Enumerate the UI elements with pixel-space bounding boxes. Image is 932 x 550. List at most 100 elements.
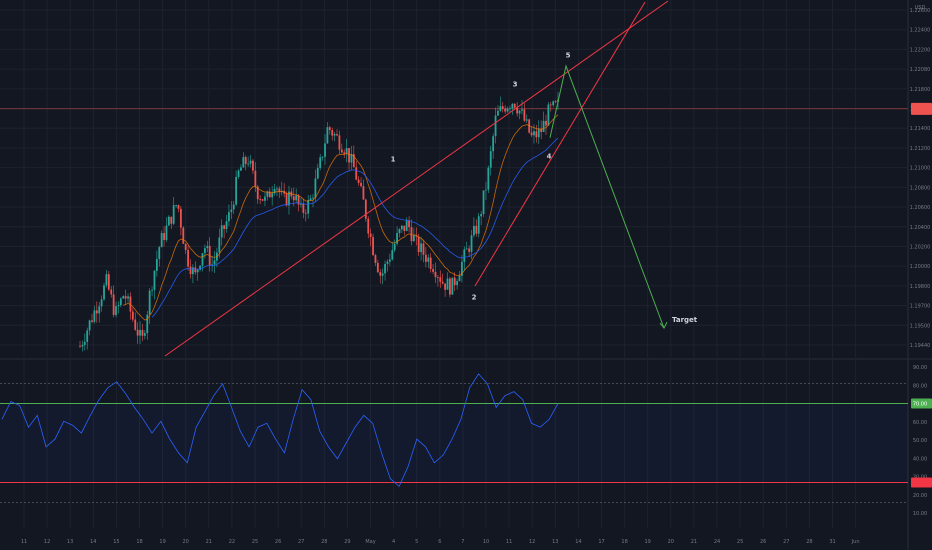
candle-body [345,148,348,154]
price-tick-label: 1.22200 [910,47,931,53]
price-tick-label: 1.22080 [910,67,931,73]
ema-slow-line [151,137,559,318]
candle-body [288,191,290,206]
candle-body [93,310,96,322]
candle-body [384,263,386,274]
candle-body [112,294,115,315]
candle-body [427,257,430,262]
candle-body [372,237,374,256]
x-tick-label: 11 [506,539,512,545]
x-tick-label: 10 [483,539,489,545]
candle-body [256,186,259,200]
x-tick-label: 6 [438,539,441,545]
x-tick-label: 19 [645,539,651,545]
candle-body [336,133,338,136]
candle-body [266,191,269,197]
candle-body [273,188,276,194]
candle-body [364,199,367,219]
candle-body [549,104,552,106]
candlestick-series [79,91,559,352]
rsi-axis[interactable]: 90.0080.0070.0060.0050.0040.0030.0020.00… [911,365,932,517]
candle-body [477,216,480,234]
candle-body [220,225,223,238]
candle-body [494,115,497,137]
candle-body [461,261,463,276]
candle-body [489,151,492,168]
price-axis[interactable]: 1.226001.224001.222001.220801.218001.216… [910,8,932,349]
candle-body [259,199,262,200]
candle-body [172,205,175,224]
candle-body [485,189,487,191]
candle-body [228,212,230,222]
candle-body [386,261,389,264]
rsi-pane[interactable] [0,373,908,503]
x-tick-label: 28 [321,539,327,545]
candle-body [297,195,300,205]
candle-body [525,119,528,121]
candle-body [449,278,451,295]
candle-body [410,227,413,242]
candle-body [88,320,91,331]
candle-body [451,277,454,295]
x-tick-label: 12 [44,539,50,545]
rsi-tick-label: 80.00 [913,383,927,389]
candle-body [523,109,526,121]
candle-body [513,103,516,108]
candle-body [230,209,233,213]
rsi-tick-label: 90.00 [913,365,927,371]
candle-body [417,236,420,253]
candle-body [391,250,394,260]
x-tick-label: 20 [668,539,674,545]
candle-body [105,274,108,286]
candle-body [170,216,173,224]
candle-body [201,253,204,266]
candle-body [223,225,226,229]
x-tick-label: 29 [344,539,350,545]
candle-body [95,310,98,314]
time-axis[interactable]: 11 12 13 14 15 18 19 20 21 22 25 26 27 28 29 May 4 5 6 7 10 1… [21,539,860,545]
candle-body [497,110,499,116]
candle-body [321,156,324,158]
candle-body [405,220,408,231]
candle-body [374,255,377,263]
candle-body [424,254,427,262]
candle-body [537,128,540,138]
candle-body [143,333,146,336]
candle-body [232,204,235,210]
x-tick-label: 25 [737,539,743,545]
candle-body [184,243,187,251]
candle-body [533,131,535,136]
candle-body [240,167,242,171]
projection-line [549,64,665,329]
candle-body [482,190,485,215]
candle-body [141,329,144,336]
rsi-tick-label: 10.00 [913,511,927,517]
wave-label: 5 [566,52,571,60]
candle-body [225,221,228,229]
x-tick-label: 18 [136,539,142,545]
candle-body [509,108,511,110]
candle-body [268,191,271,198]
candle-body [328,127,331,131]
price-tick-label: 1.22400 [910,28,931,34]
price-pane[interactable]: 1 2 3 4 5 Target [0,0,908,357]
candle-body [403,225,406,231]
candle-body [343,152,346,154]
price-tick-label: 1.20400 [910,225,931,231]
candle-body [326,127,329,144]
candle-body [470,235,473,252]
x-tick-label: 14 [90,539,96,545]
candle-body [194,267,197,273]
candle-body [499,106,502,111]
candle-body [309,198,312,201]
candle-body [189,266,192,275]
x-tick-label: 25 [252,539,258,545]
candle-body [432,268,434,272]
candle-body [312,197,314,199]
candle-body [436,277,439,278]
candle-body [302,203,305,213]
candle-body [247,163,250,165]
candle-body [100,299,103,307]
candle-body [146,314,149,334]
